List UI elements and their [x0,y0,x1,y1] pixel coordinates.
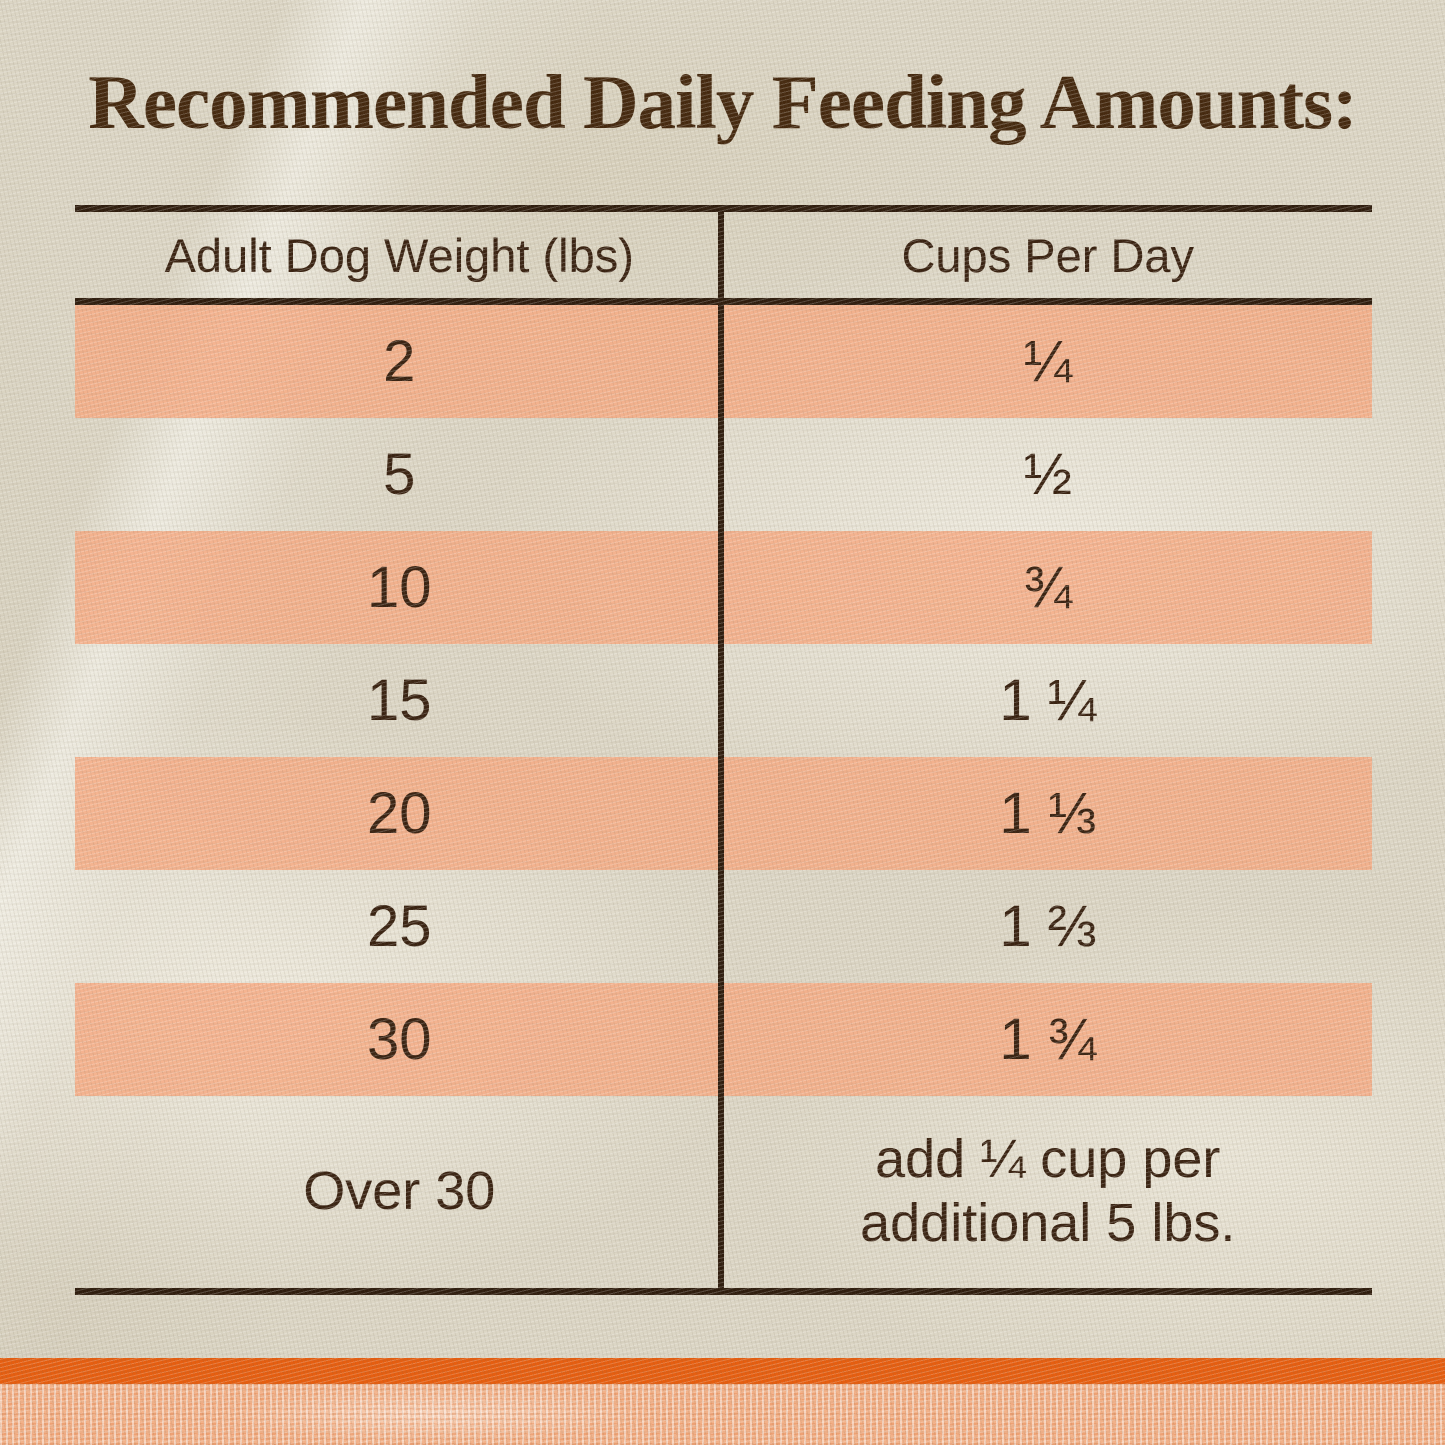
weight-cell: 30 [366,1007,432,1072]
table-row: 5 ½ [75,418,1372,531]
weight-cell: 20 [366,781,432,846]
table-row: Over 30 add ¼ cup per additional 5 lbs. [75,1096,1372,1288]
orange-fabric-band [0,1384,1445,1445]
table-border-bottom [75,1288,1372,1295]
cups-cell: 1 ⅓ [999,781,1097,846]
cups-note-line-1: add ¼ cup per [875,1129,1221,1190]
table-row: 25 1 ⅔ [75,870,1372,983]
cups-cell: ¾ [1023,555,1072,620]
cups-cell: 1 ⅔ [999,894,1097,959]
cups-cell: ¼ [1023,329,1072,394]
cups-cell: ½ [1023,442,1072,507]
cups-cell: 1 ¾ [999,1007,1097,1072]
orange-accent-band [0,1358,1445,1384]
column-header-weight: Adult Dog Weight (lbs) [164,228,634,282]
weight-cell: Over 30 [303,1161,496,1222]
weight-cell: 15 [366,668,432,733]
weight-cell: 2 [383,329,416,394]
table-row: 15 1 ¼ [75,644,1372,757]
cups-cell: 1 ¼ [999,668,1097,733]
cups-cell: add ¼ cup per additional 5 lbs. [724,1096,1373,1288]
page-title: Recommended Daily Feeding Amounts: [88,59,1358,145]
cups-note-line-2: additional 5 lbs. [860,1193,1236,1253]
weight-cell: 25 [366,894,432,959]
feeding-table: Adult Dog Weight (lbs) Cups Per Day 2 ¼ … [75,205,1372,1295]
column-header-cups: Cups Per Day [901,228,1195,282]
column-divider [718,205,724,1290]
table-header-row: Adult Dog Weight (lbs) Cups Per Day [75,212,1372,298]
weight-cell: 5 [383,442,416,507]
weight-cell: 10 [366,555,432,620]
